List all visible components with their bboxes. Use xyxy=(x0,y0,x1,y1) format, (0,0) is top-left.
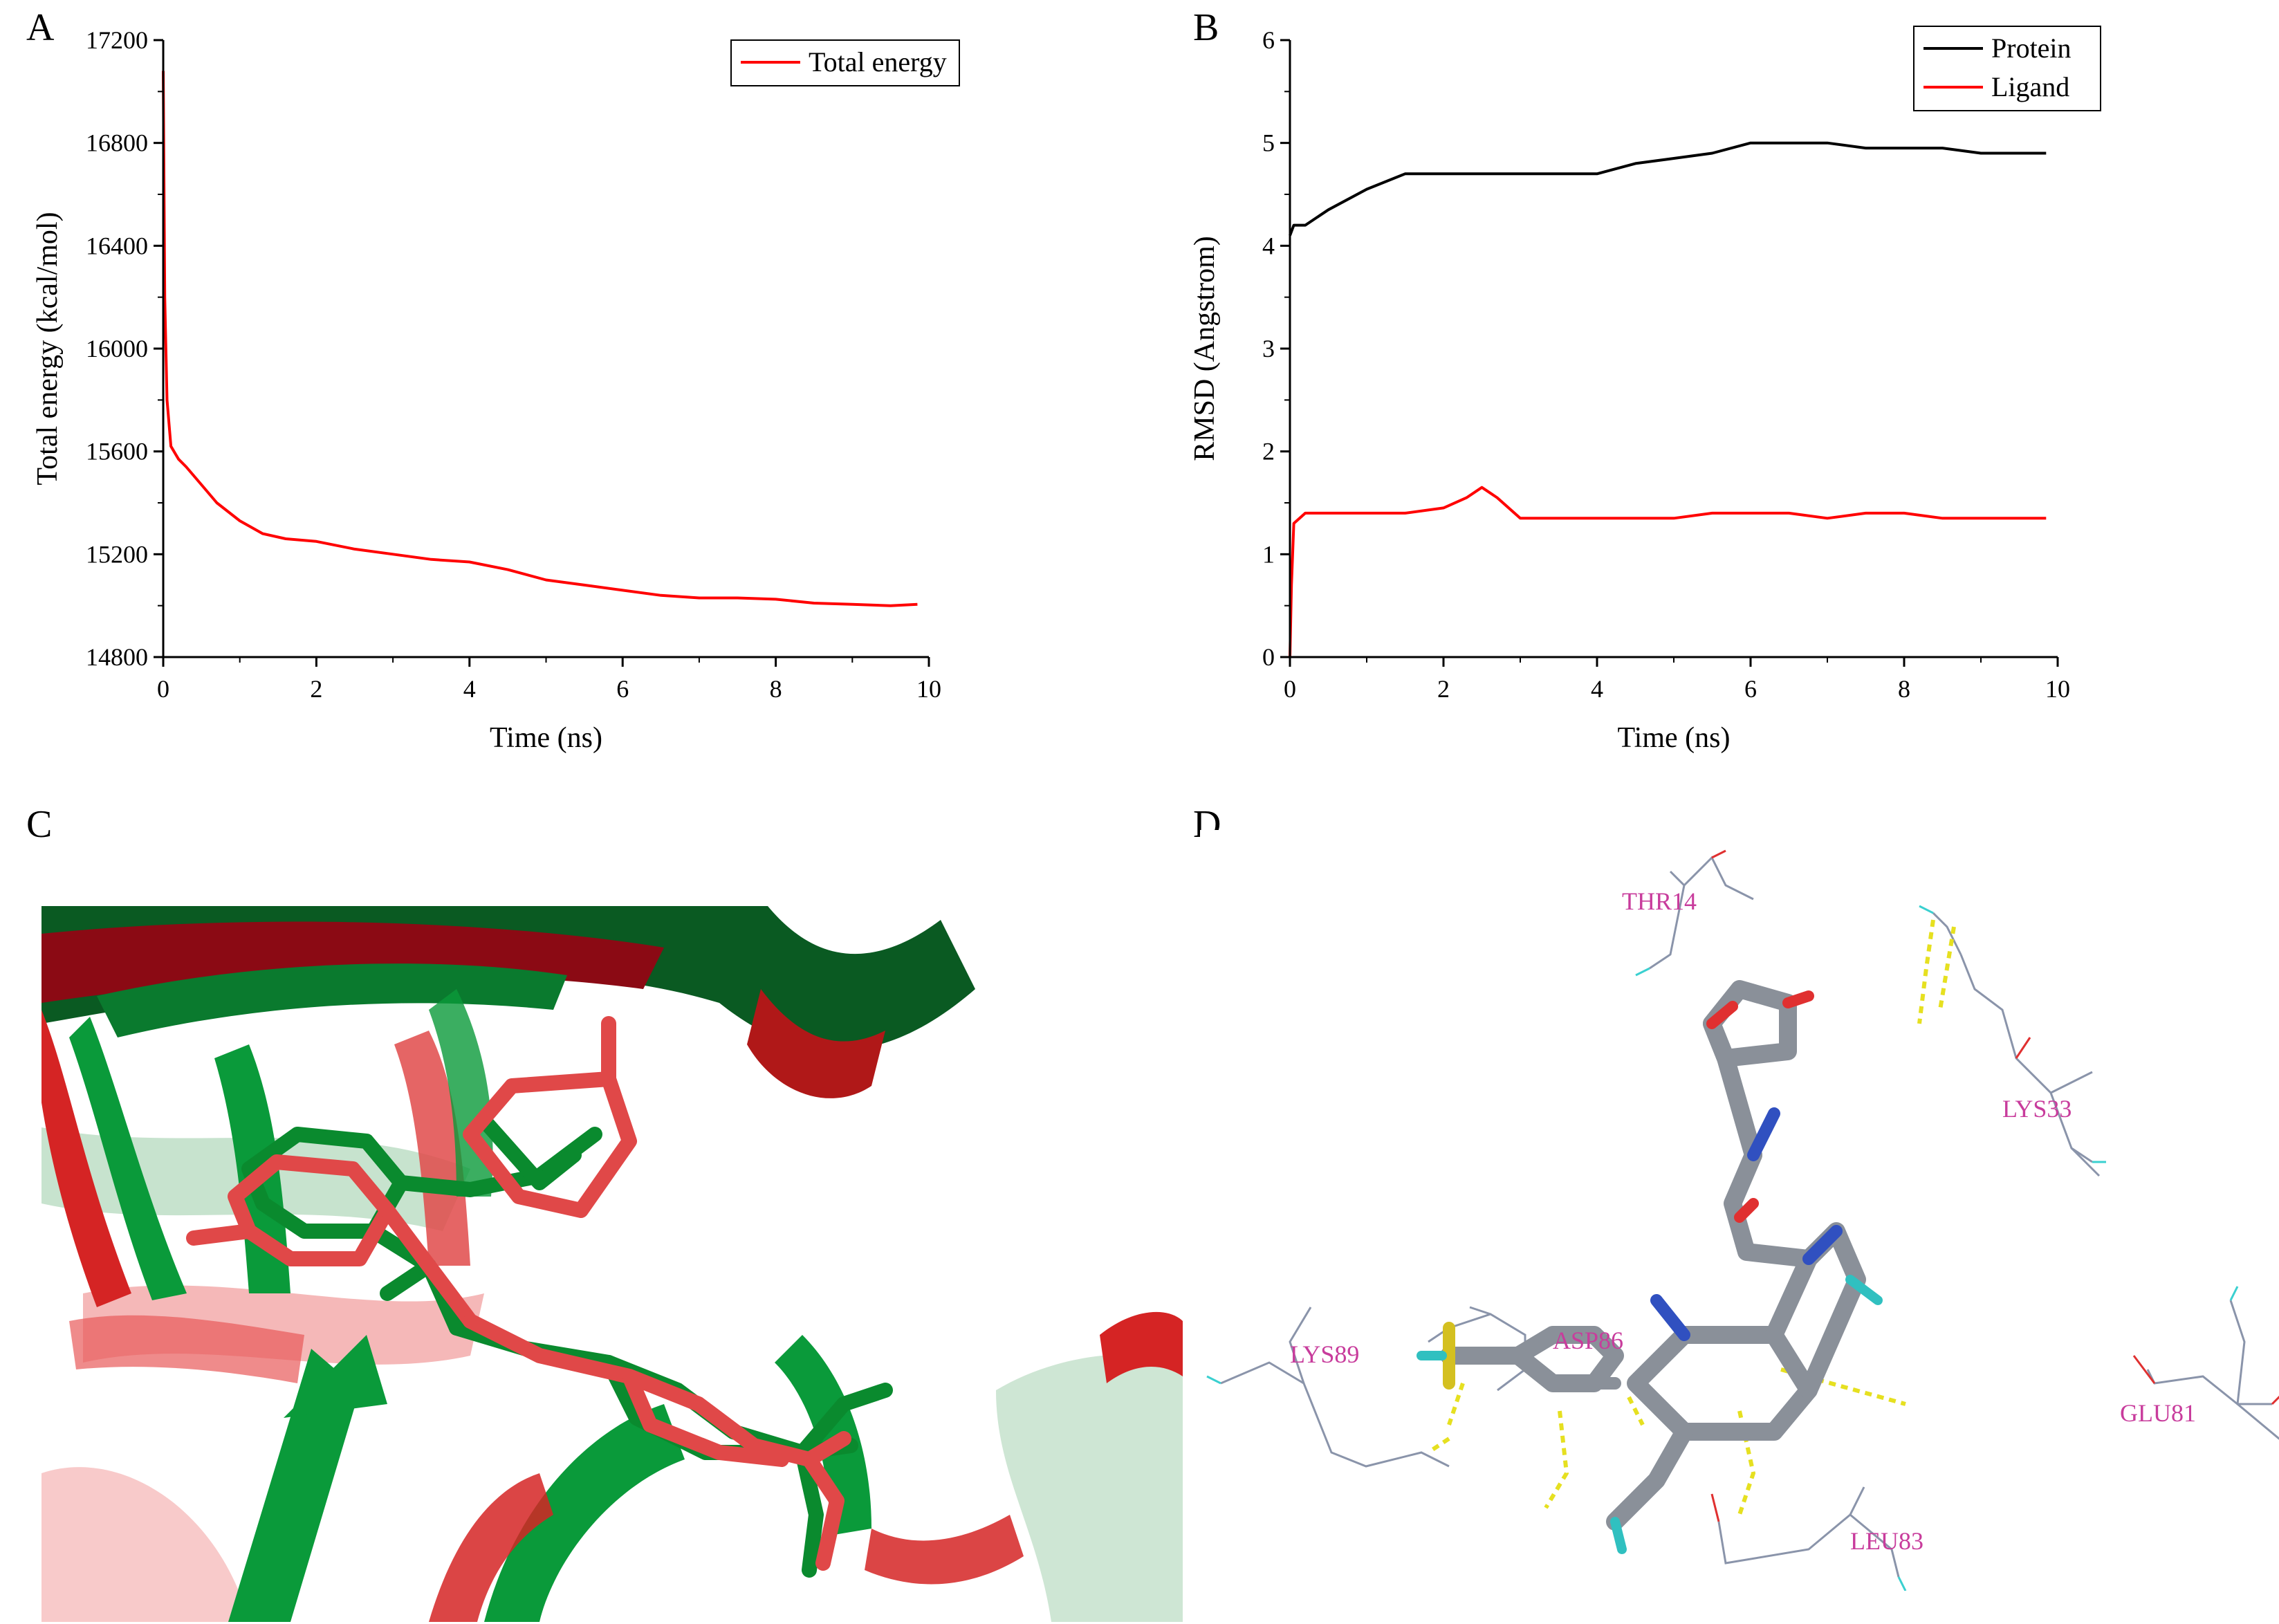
panel-letter-a: A xyxy=(26,6,55,49)
residue-label-asp86: ASP86 xyxy=(1553,1327,1623,1354)
x-tick-label: 8 xyxy=(1898,675,1910,703)
y-tick-label: 15600 xyxy=(86,438,148,465)
x-tick-label: 10 xyxy=(916,675,941,703)
legend-label: Protein xyxy=(1991,33,2072,64)
series-line-total-energy xyxy=(162,71,918,607)
legend-box xyxy=(1913,26,2101,111)
legend-label: Ligand xyxy=(1991,71,2069,102)
x-tick-label: 8 xyxy=(770,675,782,703)
residue-label-lys89: LYS89 xyxy=(1290,1340,1359,1368)
y-tick-label: 1 xyxy=(1262,540,1275,568)
x-tick-label: 4 xyxy=(463,675,476,703)
panel-letter-c: C xyxy=(26,803,53,846)
y-tick-label: 3 xyxy=(1262,335,1275,362)
y-tick-label: 15200 xyxy=(86,540,148,568)
x-tick-label: 0 xyxy=(157,675,169,703)
x-tick-label: 2 xyxy=(1437,675,1450,703)
series-line-protein xyxy=(1289,141,2047,237)
ligand-superposition-image xyxy=(41,906,1183,1622)
x-axis-title: Time (ns) xyxy=(490,722,602,754)
x-tick-label: 6 xyxy=(1744,675,1757,703)
residue-label-lys33: LYS33 xyxy=(2002,1095,2072,1123)
y-tick-label: 6 xyxy=(1262,26,1275,54)
residue-label-thr14: THR14 xyxy=(1622,887,1697,915)
y-axis-title: RMSD (Angstrom) xyxy=(1189,236,1221,461)
y-tick-label: 16400 xyxy=(86,232,148,259)
x-tick-label: 2 xyxy=(310,675,322,703)
y-tick-label: 14800 xyxy=(86,643,148,671)
total-energy-chart: 0 2 4 6 8 10 14800 15200 15600 16000 16400 16800 172… xyxy=(32,26,960,754)
rmsd-chart: 0 2 4 6 8 10 0 1 2 3 4 5 6 Time (ns) RMSD (Angstrom) Pr… xyxy=(1189,26,2101,754)
y-tick-label: 4 xyxy=(1262,232,1275,259)
series-line-ligand xyxy=(1289,486,2047,658)
residue-label-glu81: GLU81 xyxy=(2120,1399,2196,1427)
y-tick-label: 2 xyxy=(1262,438,1275,465)
interaction-diagram: THR14 LYS33 LYS89 ASP86 GLU81 LEU83 xyxy=(1200,830,2279,1591)
y-tick-label: 16800 xyxy=(86,129,148,157)
y-tick-label: 17200 xyxy=(86,26,148,54)
x-tick-label: 6 xyxy=(616,675,629,703)
x-tick-label: 10 xyxy=(2045,675,2070,703)
y-tick-label: 16000 xyxy=(86,335,148,362)
x-axis-title: Time (ns) xyxy=(1618,722,1731,754)
y-axis-title: Total energy (kcal/mol) xyxy=(32,212,64,485)
y-tick-label: 5 xyxy=(1262,129,1275,157)
x-tick-label: 0 xyxy=(1284,675,1296,703)
legend-label: Total energy xyxy=(809,46,947,77)
x-tick-label: 4 xyxy=(1591,675,1603,703)
panel-letter-b: B xyxy=(1193,6,1219,49)
y-tick-label: 0 xyxy=(1262,643,1275,671)
residue-label-leu83: LEU83 xyxy=(1850,1527,1923,1555)
